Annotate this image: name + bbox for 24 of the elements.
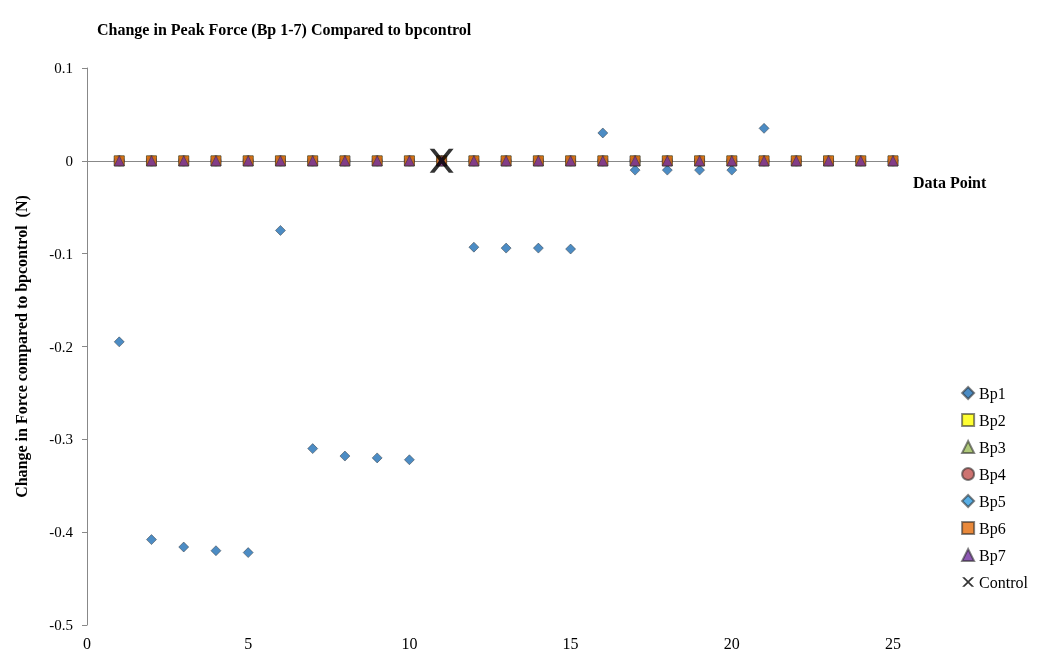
y-tick-label: -0.3 (49, 431, 73, 448)
y-axis-title: Change in Force compared to bpcontrol (N) (12, 195, 31, 498)
x-axis-title: Data Point (913, 174, 987, 192)
chart-title: Change in Peak Force (Bp 1-7) Compared to bpcontrol (97, 20, 472, 39)
x-tick-label: 10 (401, 634, 418, 652)
y-tick-label: -0.2 (49, 338, 73, 355)
legend-label: Bp6 (979, 519, 1006, 538)
legend-label: Bp1 (979, 384, 1006, 403)
legend-label: Bp3 (979, 438, 1006, 457)
legend-label: Bp4 (979, 465, 1006, 484)
x-tick-label: 25 (885, 634, 901, 652)
legend-label: Bp5 (979, 492, 1006, 511)
x-tick-label: 15 (562, 634, 579, 652)
y-tick-label: -0.1 (49, 245, 73, 262)
y-tick-label: 0 (65, 152, 73, 169)
x-tick-label: 5 (244, 634, 253, 652)
y-tick-label: 0.1 (54, 60, 73, 76)
y-tick-label: -0.4 (49, 524, 74, 541)
legend-label: Control (979, 573, 1029, 591)
legend-label: Bp7 (979, 546, 1006, 565)
x-tick-label: 20 (723, 634, 740, 652)
x-tick-label: 0 (83, 634, 91, 652)
y-tick-label: -0.5 (49, 617, 73, 633)
legend-label: Bp2 (979, 411, 1006, 430)
